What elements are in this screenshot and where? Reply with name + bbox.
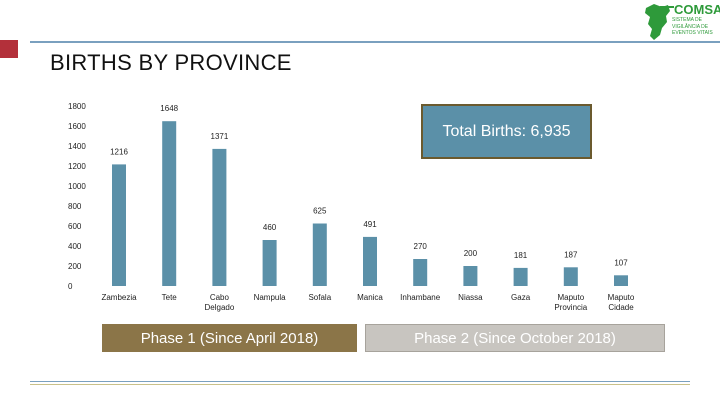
y-tick-label: 800 xyxy=(68,202,82,211)
x-category-label-line: Nampula xyxy=(254,293,287,302)
mozambique-map-icon xyxy=(645,4,674,40)
bar xyxy=(413,259,428,286)
x-category-label-line: Cidade xyxy=(608,303,634,312)
data-label: 270 xyxy=(414,242,428,251)
y-tick-label: 1400 xyxy=(68,142,86,151)
header-divider xyxy=(30,41,720,43)
phase-2-banner: Phase 2 (Since October 2018) xyxy=(365,324,665,352)
bar xyxy=(312,223,327,286)
logo-name: COMSA xyxy=(674,2,720,17)
bar xyxy=(463,266,478,286)
x-category-label-line: Delgado xyxy=(204,303,234,312)
y-tick-label: 1800 xyxy=(68,102,86,111)
x-category-label: Maputo Provincia xyxy=(554,293,587,312)
y-tick-label: 400 xyxy=(68,242,82,251)
y-tick-label: 200 xyxy=(68,262,82,271)
x-category-label: Sofala xyxy=(308,293,331,302)
x-category-label: Manica xyxy=(357,293,383,302)
x-category-label: Gaza xyxy=(511,293,531,302)
accent-marker xyxy=(0,40,18,58)
x-category-label-line: Gaza xyxy=(511,293,531,302)
x-category-label-line: Sofala xyxy=(308,293,331,302)
y-tick-label: 0 xyxy=(68,282,73,291)
bar xyxy=(262,240,277,286)
x-category-label-line: Cabo xyxy=(210,293,230,302)
x-category-label: Inhambane xyxy=(400,293,441,302)
y-tick-label: 1200 xyxy=(68,162,86,171)
total-births-box: Total Births: 6,935 xyxy=(421,104,592,159)
x-category-label: Cabo Delgado xyxy=(204,293,234,312)
y-tick-label: 600 xyxy=(68,222,82,231)
logo-subtitle: SISTEMA DE VIGILÂNCIA DE EVENTOS VITAIS xyxy=(672,17,713,36)
bar xyxy=(363,236,377,286)
footer-divider xyxy=(30,381,690,382)
data-label: 460 xyxy=(263,223,277,232)
bar xyxy=(162,121,177,286)
x-category-label-line: Provincia xyxy=(554,303,587,312)
x-category-label: Tete xyxy=(162,293,178,302)
total-births-label: Total Births: 6,935 xyxy=(442,122,571,140)
x-category-label-line: Maputo xyxy=(557,293,584,302)
data-label: 1216 xyxy=(110,147,128,156)
data-label: 491 xyxy=(363,220,377,229)
x-category-label: Zambezia xyxy=(101,293,137,302)
x-category-label-line: Niassa xyxy=(458,293,483,302)
data-label: 181 xyxy=(514,251,528,260)
x-category-label: Maputo Cidade xyxy=(608,293,635,312)
x-category-label-line: Zambezia xyxy=(101,293,137,302)
phase-1-label: Phase 1 (Since April 2018) xyxy=(140,329,319,347)
x-category-label-line: Maputo xyxy=(608,293,635,302)
page-title: BIRTHS BY PROVINCE xyxy=(50,50,292,75)
data-label: 187 xyxy=(564,250,578,259)
data-label: 1371 xyxy=(211,132,229,141)
x-category-label-line: Manica xyxy=(357,293,383,302)
bar xyxy=(212,148,227,286)
x-category-label-line: Inhambane xyxy=(400,293,441,302)
phase-1-banner: Phase 1 (Since April 2018) xyxy=(102,324,357,352)
bar xyxy=(614,275,628,286)
data-label: 107 xyxy=(614,258,628,267)
bar xyxy=(112,164,126,286)
x-category-label-line: Tete xyxy=(162,293,178,302)
x-category-label: Nampula xyxy=(254,293,287,302)
data-label: 1648 xyxy=(160,104,178,113)
footer-divider-secondary xyxy=(30,384,690,385)
bar xyxy=(563,267,578,286)
x-category-label: Niassa xyxy=(458,293,483,302)
phase-2-label: Phase 2 (Since October 2018) xyxy=(414,329,616,347)
y-tick-label: 1000 xyxy=(68,182,86,191)
bar xyxy=(513,267,528,286)
data-label: 200 xyxy=(464,249,478,258)
y-tick-label: 1600 xyxy=(68,122,86,131)
data-label: 625 xyxy=(313,207,327,216)
